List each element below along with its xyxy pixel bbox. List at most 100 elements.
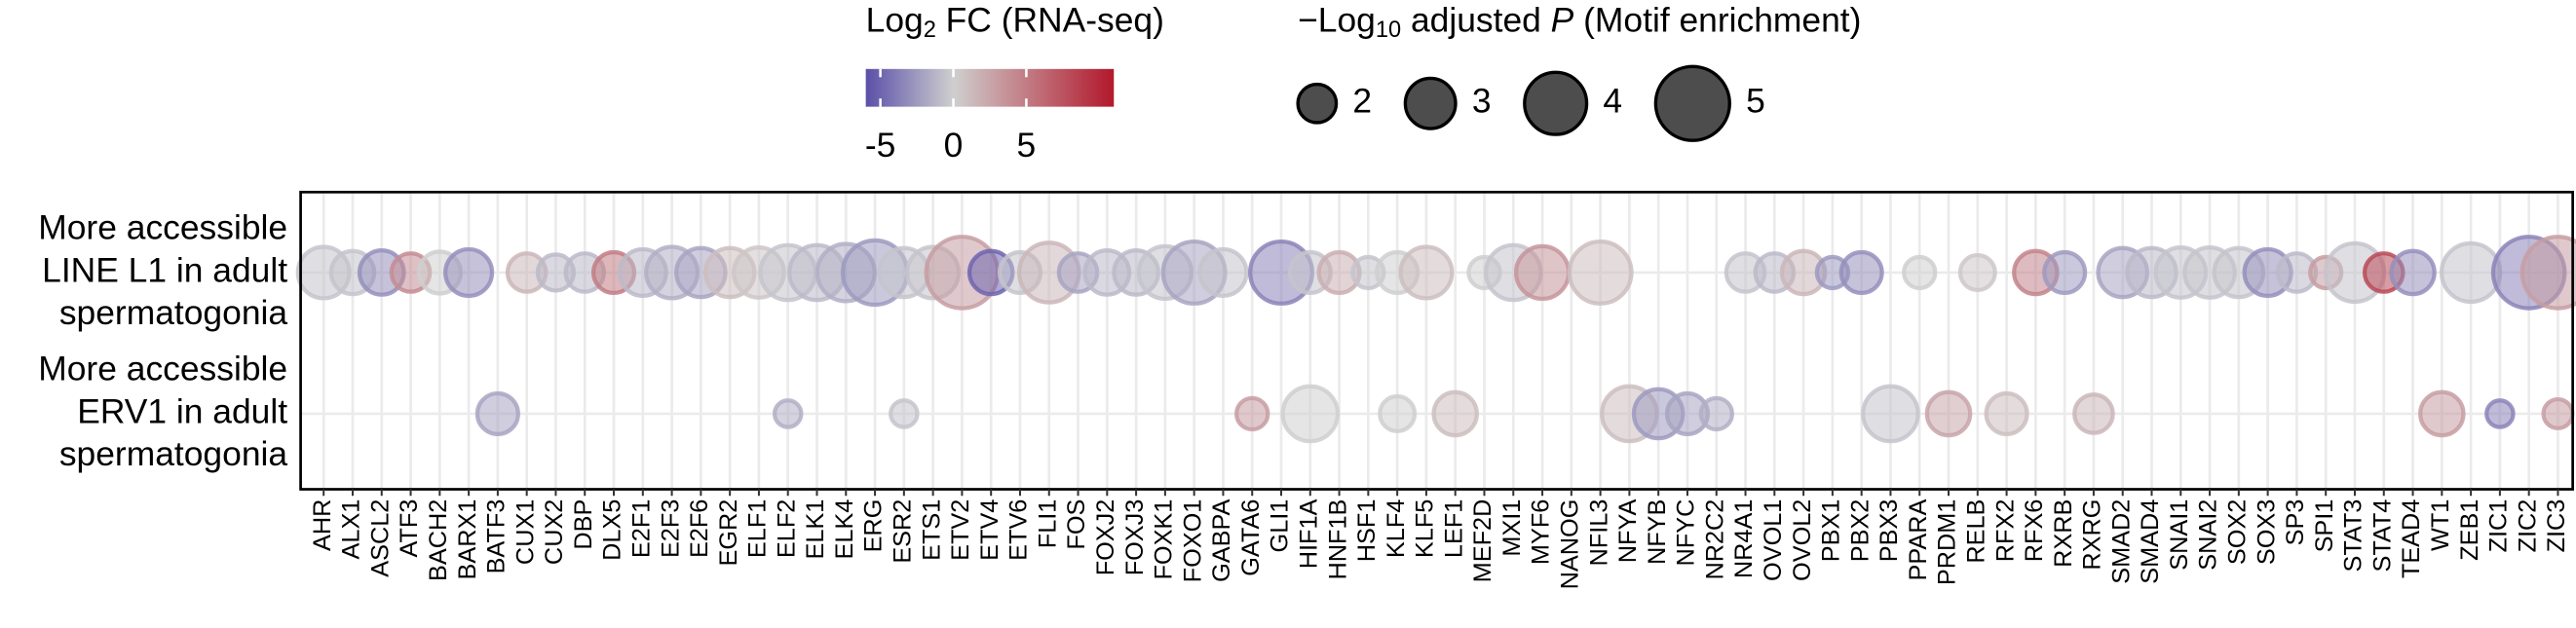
title-part: adjusted <box>1401 1 1551 40</box>
x-tick-label: RXRB <box>2050 499 2077 568</box>
x-tick-label: OVOL1 <box>1760 499 1787 581</box>
x-tick-label: NANOG <box>1557 499 1584 590</box>
x-tick-label: ATF3 <box>396 499 423 558</box>
x-tick-label: NFYC <box>1673 499 1700 567</box>
x-tick-label: MXI1 <box>1498 499 1526 557</box>
row-label: ERV1 in adult <box>77 391 287 430</box>
bubble <box>1567 239 1634 306</box>
bubble <box>1957 252 1997 292</box>
x-tick-label: SNAI1 <box>2166 499 2193 571</box>
colorbar-tick-label: -5 <box>865 126 895 165</box>
x-tick-label: SPI1 <box>2311 499 2338 553</box>
x-tick-label: ETV2 <box>947 499 974 561</box>
x-tick-label: MEF2D <box>1469 499 1496 583</box>
x-tick-label: ETV6 <box>1005 499 1033 561</box>
x-tick-label: DBP <box>570 499 597 550</box>
title-part: −Log <box>1298 1 1376 40</box>
x-tick-label: ELF1 <box>744 499 772 558</box>
title-subscript: 10 <box>1376 18 1401 43</box>
x-tick-label: NFIL3 <box>1585 499 1612 567</box>
size-legend-circle <box>1403 76 1458 130</box>
x-tick-label: SOX3 <box>2253 499 2280 565</box>
bubble <box>1431 389 1479 438</box>
x-tick-label: E2F3 <box>657 499 684 558</box>
title-part: (Motif enrichment) <box>1573 1 1861 40</box>
colorbar-tick-label: 0 <box>944 126 964 165</box>
x-tick-label: ERG <box>860 499 888 553</box>
bubble <box>1197 246 1249 299</box>
bubble <box>2042 249 2088 295</box>
x-tick-label: NFYA <box>1614 499 1642 563</box>
size-legend-label: 3 <box>1472 82 1492 121</box>
x-tick-label: HNF1B <box>1324 499 1351 580</box>
x-tick-label: PPARA <box>1905 499 1932 580</box>
row-label: spermatogonia <box>59 434 288 473</box>
x-tick-label: ZIC2 <box>2514 499 2541 553</box>
x-tick-label: HIF1A <box>1295 499 1322 569</box>
bubble <box>1861 384 1920 444</box>
bubble <box>443 246 495 299</box>
bubble <box>1398 244 1455 301</box>
x-tick-label: RXRG <box>2079 499 2106 571</box>
x-tick-label: TEAD4 <box>2398 499 2425 579</box>
size-legend-title: −Log10 adjusted P (Motif enrichment) <box>1298 1 1861 43</box>
x-tick-label: ZIC3 <box>2543 499 2570 553</box>
x-tick-label: FOS <box>1063 499 1090 550</box>
bubble <box>1984 390 2029 436</box>
x-tick-label: ELK1 <box>802 499 829 560</box>
colorbar <box>865 68 1115 107</box>
x-tick-label: CUX2 <box>541 499 568 565</box>
color-legend-title: Log2 FC (RNA-seq) <box>866 1 1164 43</box>
x-tick-label: ETS1 <box>918 499 945 561</box>
x-tick-label: MYF6 <box>1528 499 1555 565</box>
x-tick-label: GLI1 <box>1267 499 1294 553</box>
x-tick-label: AHR <box>309 499 336 551</box>
bubble <box>1698 395 1734 432</box>
x-tick-label: DLX5 <box>599 499 626 561</box>
x-tick-label: ALX1 <box>338 499 365 560</box>
size-legend-label: 4 <box>1603 82 1622 121</box>
x-tick-label: STAT4 <box>2368 499 2396 573</box>
bubble <box>772 398 804 429</box>
title-part: P <box>1551 1 1574 40</box>
title-part: Log <box>866 1 924 40</box>
x-tick-label: ESR2 <box>890 499 917 564</box>
bubble <box>889 398 920 429</box>
x-tick-label: KLF5 <box>1412 499 1439 558</box>
size-legend-label: 2 <box>1352 82 1372 121</box>
bubble <box>1234 395 1270 432</box>
x-tick-label: CUX1 <box>511 499 539 565</box>
size-legend-circle <box>1653 64 1731 142</box>
bubble <box>474 390 520 436</box>
x-tick-label: ZEB1 <box>2456 499 2483 561</box>
x-tick-label: ELF2 <box>773 499 800 558</box>
x-tick-label: SNAI2 <box>2195 499 2222 571</box>
row-label: More accessible <box>38 207 287 246</box>
x-tick-label: LEF1 <box>1440 499 1467 558</box>
x-tick-label: SMAD4 <box>2137 499 2164 584</box>
x-tick-label: PBX3 <box>1875 499 1903 563</box>
size-legend-circle <box>1296 82 1339 125</box>
bubble <box>2072 392 2115 435</box>
x-tick-label: FOXK1 <box>1151 499 1178 580</box>
x-tick-label: KLF4 <box>1383 499 1410 558</box>
x-tick-label: ETV4 <box>976 499 1004 561</box>
x-tick-label: NFYB <box>1644 499 1671 565</box>
x-tick-label: RFX2 <box>1991 499 2019 563</box>
x-tick-label: ZIC1 <box>2485 499 2513 553</box>
x-tick-label: FOXO1 <box>1179 499 1206 583</box>
size-legend-circle <box>1523 70 1589 136</box>
bubble <box>1902 254 1938 291</box>
x-tick-label: E2F6 <box>686 499 713 558</box>
x-tick-label: FOXJ3 <box>1121 499 1149 576</box>
x-tick-label: PRDM1 <box>1934 499 1961 586</box>
x-tick-label: SOX2 <box>2224 499 2252 565</box>
colorbar-tick-label: 5 <box>1017 126 1037 165</box>
bubble <box>1378 393 1418 433</box>
bubble <box>1924 389 1973 438</box>
x-tick-label: BACH2 <box>425 499 452 581</box>
bubble <box>2418 389 2466 438</box>
bubble <box>2519 235 2576 311</box>
